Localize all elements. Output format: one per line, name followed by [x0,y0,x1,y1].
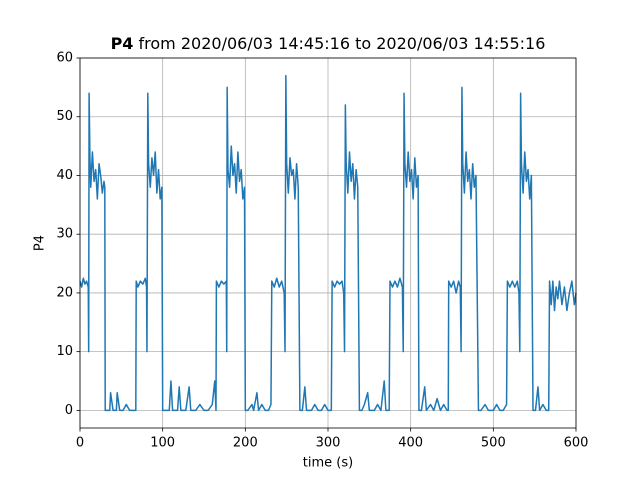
title-rest: from 2020/06/03 14:45:16 to 2020/06/03 1… [139,34,546,53]
x-tick-label: 500 [481,436,506,451]
x-tick-label: 200 [233,436,258,451]
x-tick-label: 100 [150,436,175,451]
x-tick-label: 400 [398,436,423,451]
x-axis-label: time (s) [303,456,353,471]
x-tick-label: 300 [316,436,341,451]
y-tick-label: 60 [56,51,73,66]
x-tick-label: 0 [76,436,84,451]
plot-area [79,74,577,412]
y-axis-label: P4 [33,235,48,251]
y-tick-label: 0 [65,403,73,418]
y-tick-label: 10 [56,344,73,359]
x-tick-label: 600 [564,436,589,451]
y-tick-label: 40 [56,168,73,183]
y-tick-label: 30 [56,227,73,242]
title-bold: P4 [111,34,134,53]
y-tick-label: 50 [56,109,73,124]
line-series [79,74,577,412]
ticks: 0 100 200 300 400 500 600 0 10 20 30 40 50 60 [56,51,588,451]
chart-title: P4 from 2020/06/03 14:45:16 to 2020/06/0… [111,34,546,53]
y-tick-label: 20 [56,285,73,300]
